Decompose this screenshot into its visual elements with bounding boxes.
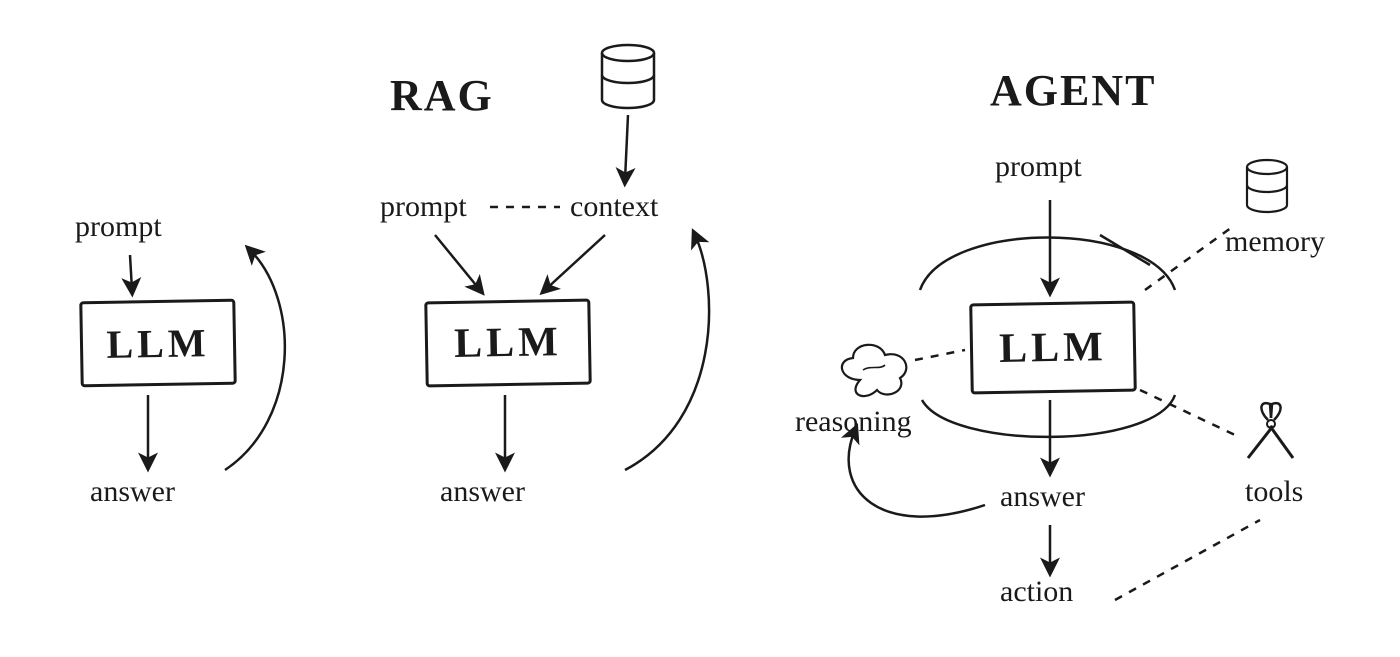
basic-prompt-label: prompt: [75, 210, 162, 244]
agent-title: AGENT: [990, 65, 1156, 116]
pliers-icon: [1248, 403, 1293, 458]
basic-llm-text: LLM: [106, 319, 210, 368]
rag-arrow-db-context: [625, 115, 628, 180]
rag-arrow-context-llm: [545, 235, 605, 290]
rag-answer-label: answer: [440, 475, 525, 509]
rag-title: RAG: [390, 70, 494, 121]
rag-feedback-arc: [625, 235, 709, 470]
agent-tools-label: tools: [1245, 475, 1303, 509]
basic-llm-box: LLM: [79, 299, 236, 388]
agent-dash-reasoning: [915, 350, 965, 360]
agent-memory-label: memory: [1225, 225, 1325, 259]
agent-dash-memory: [1145, 225, 1235, 290]
agent-prompt-label: prompt: [995, 150, 1082, 184]
database-icon: [602, 45, 654, 108]
agent-reasoning-label: reasoning: [795, 405, 912, 439]
diagram-stage: prompt LLM answer RAG prompt context LLM…: [0, 0, 1400, 657]
agent-arc-bottom: [922, 395, 1175, 437]
agent-dash-prompt-right: [1100, 235, 1150, 265]
rag-llm-box: LLM: [424, 299, 591, 388]
rag-prompt-label: prompt: [380, 190, 467, 224]
agent-arc-top: [920, 238, 1175, 291]
rag-context-label: context: [570, 190, 658, 224]
brain-icon: [842, 345, 906, 396]
basic-arrow-prompt-llm: [130, 255, 132, 290]
rag-llm-text: LLM: [454, 318, 562, 368]
agent-dash-action-tools: [1115, 520, 1260, 600]
agent-dash-tools: [1140, 390, 1235, 435]
database-icon: [1247, 160, 1287, 212]
agent-arrow-answer-reasoning: [849, 430, 985, 517]
agent-answer-label: answer: [1000, 480, 1085, 514]
basic-answer-label: answer: [90, 475, 175, 509]
agent-llm-box: LLM: [969, 301, 1137, 395]
agent-llm-text: LLM: [999, 323, 1107, 373]
rag-arrow-prompt-llm: [435, 235, 480, 290]
agent-action-label: action: [1000, 575, 1073, 609]
